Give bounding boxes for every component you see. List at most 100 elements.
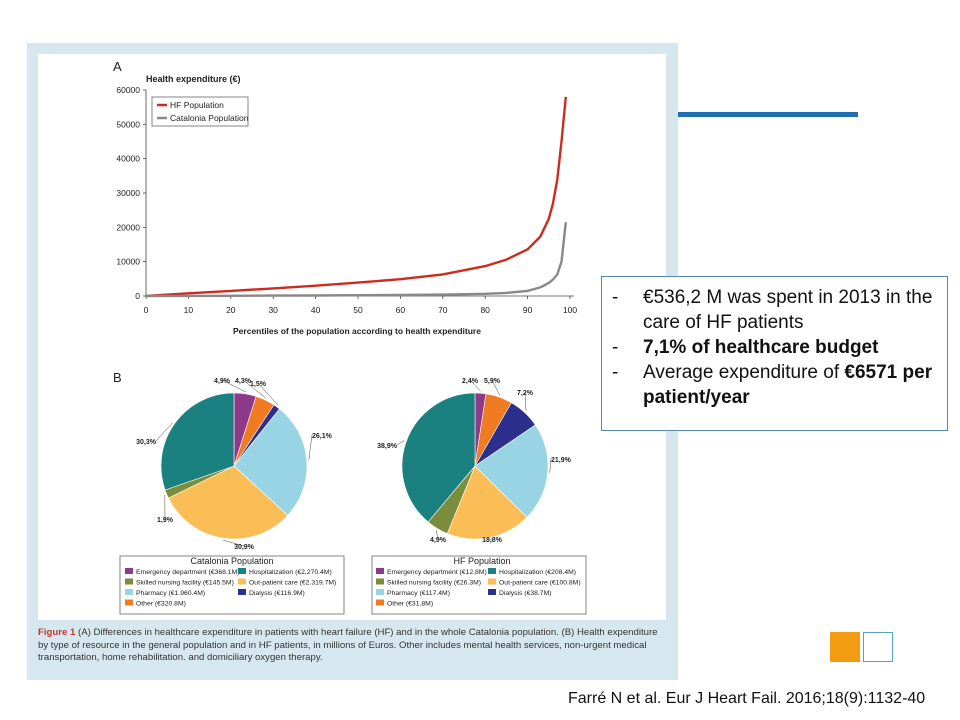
pie-slice: [233, 408, 308, 516]
bullet-dash: -: [612, 337, 619, 358]
y-tick-label: 30000: [116, 188, 140, 198]
accent-bar: [678, 112, 858, 117]
x-tick-label: 50: [353, 305, 363, 315]
legend-item: Dialysis (€38.7M): [499, 590, 552, 597]
pie-slice: [401, 392, 476, 523]
legend-item: Skilled nursing facility (€145.5M): [136, 580, 234, 587]
pie-slice-label: 1,5%: [250, 381, 267, 388]
hf-legend-box: HF Population Emergency department (€12,…: [371, 555, 587, 615]
pie-leader: [308, 434, 313, 461]
legend-item: Hospitalization (€2,270.4M): [249, 569, 332, 576]
x-tick-label: 90: [523, 305, 533, 315]
series-line-catalonia: [145, 222, 567, 298]
pie-slice-label: 30,3%: [136, 439, 157, 446]
catalonia-legend-title: Catalonia Population: [190, 556, 273, 566]
bullet-item-budget: - 7,1% of healthcare budget: [612, 335, 939, 360]
legend-item: Pharmacy (€117.4M): [387, 590, 450, 597]
pie-slice-label: 30,9%: [234, 544, 255, 551]
citation: Farré N et al. Eur J Heart Fail. 2016;18…: [568, 690, 926, 707]
caption-text: (A) Differences in healthcare expenditur…: [38, 627, 658, 664]
line-chart-legend: HF Population Catalonia Population: [151, 96, 249, 127]
pie-slice-label: 26,1%: [312, 433, 333, 440]
pie-catalonia: 4,9% 4,3% 1,5% 26,1% 30,9% 1,9% 30,3%: [136, 378, 332, 551]
bullet-text-spend: €536,2 M was spent in 2013 in the care o…: [643, 287, 933, 333]
x-tick-label: 40: [311, 305, 321, 315]
pie-leader: [155, 422, 174, 442]
legend-item: Emergency department (€368.1M): [136, 569, 240, 576]
pie-slice: [160, 392, 235, 491]
line-chart-ylabel: Health expenditure (€): [146, 74, 241, 84]
outline-square-decoration: [863, 632, 893, 662]
legend-swatch: [238, 589, 246, 595]
legend-swatch: [376, 599, 384, 606]
legend-hf: HF Population: [170, 100, 224, 110]
key-findings-box: - €536,2 M was spent in 2013 in the care…: [601, 276, 948, 431]
legend-item: Emergency department (€12,8M): [387, 569, 487, 576]
caption-label: Figure 1: [38, 627, 76, 638]
legend-swatch: [125, 599, 133, 606]
pie-leader: [257, 382, 279, 406]
pie-leader: [435, 530, 439, 540]
pie-slice-label: 4,9%: [214, 378, 231, 385]
pie-leader: [396, 440, 405, 446]
pie-leader: [524, 391, 527, 412]
y-tick-label: 60000: [116, 85, 140, 95]
pie-leader: [549, 458, 552, 473]
pie-hf: 2,4% 5,9% 7,2% 21,9% 18,8% 4,9% 38,9%: [377, 378, 571, 544]
pie-slice-label: 4,3%: [235, 378, 252, 385]
bullet-dash: -: [612, 362, 619, 383]
pie-leader: [489, 538, 493, 540]
legend-item: Hospitalization (€208.4M): [499, 569, 576, 576]
pie-leader: [242, 379, 267, 399]
x-tick-label: 80: [480, 305, 490, 315]
legend-swatch: [376, 568, 384, 574]
panel-b-label: B: [113, 370, 122, 385]
bullet-average-value: €6571 per patient/year: [643, 362, 933, 408]
pie-leader: [469, 379, 481, 392]
pie-slice-label: 38,9%: [377, 443, 398, 450]
legend-item: Other (€31.8M): [387, 601, 433, 608]
pie-leader: [491, 379, 500, 396]
legend-catalonia: Catalonia Population: [170, 113, 249, 123]
bullet-text-average: Average expenditure of €6571 per patient…: [643, 360, 939, 410]
x-tick-label: 0: [144, 305, 149, 315]
pie-slice: [446, 465, 528, 540]
pie-leader: [221, 379, 246, 393]
legend-item: Other (€320.8M): [136, 601, 186, 608]
panel-a-label: A: [113, 59, 122, 74]
bullet-item-average: - Average expenditure of €6571 per patie…: [612, 360, 939, 410]
legend-swatch: [125, 589, 133, 595]
legend-swatch: [488, 578, 496, 585]
x-tick-label: 30: [268, 305, 278, 315]
line-chart-series: [145, 96, 567, 298]
pie-slice-label: 18,8%: [482, 537, 503, 544]
pie-slice-label: 7,2%: [517, 390, 534, 397]
pie-slice: [168, 465, 289, 540]
bullet-text-budget: 7,1% of healthcare budget: [643, 337, 879, 358]
y-tick-label: 20000: [116, 222, 140, 232]
x-tick-label: 20: [226, 305, 236, 315]
pie-slice-label: 5,9%: [484, 378, 501, 385]
y-tick-label: 0: [135, 291, 140, 301]
legend-swatch: [238, 578, 246, 585]
bullet-item-spend: - €536,2 M was spent in 2013 in the care…: [612, 285, 939, 335]
catalonia-legend-box: Catalonia Population Emergency departmen…: [119, 555, 345, 615]
pie-slice: [474, 424, 549, 518]
legend-item: Dialysis (€116.9M): [249, 590, 305, 597]
pie-slice-label: 21,9%: [551, 457, 572, 464]
legend-swatch: [125, 578, 133, 585]
x-tick-label: 10: [184, 305, 194, 315]
legend-item: Out-patient care (€100.8M): [499, 580, 581, 587]
legend-swatch: [125, 568, 133, 574]
series-line-hf: [145, 96, 567, 298]
y-tick-label: 10000: [116, 257, 140, 267]
line-chart-xlabel: Percentiles of the population according …: [233, 326, 481, 336]
legend-item: Pharmacy (€1.960.4M): [136, 590, 205, 597]
legend-swatch: [238, 568, 246, 574]
pie-leader: [223, 539, 245, 547]
pie-slice-label: 2,4%: [462, 378, 479, 385]
line-chart-axes: 0 10000 20000 30000 40000 50000 60000 0 10 20 30 40…: [116, 85, 577, 315]
legend-swatch: [488, 568, 496, 574]
legend-swatch: [376, 589, 384, 595]
